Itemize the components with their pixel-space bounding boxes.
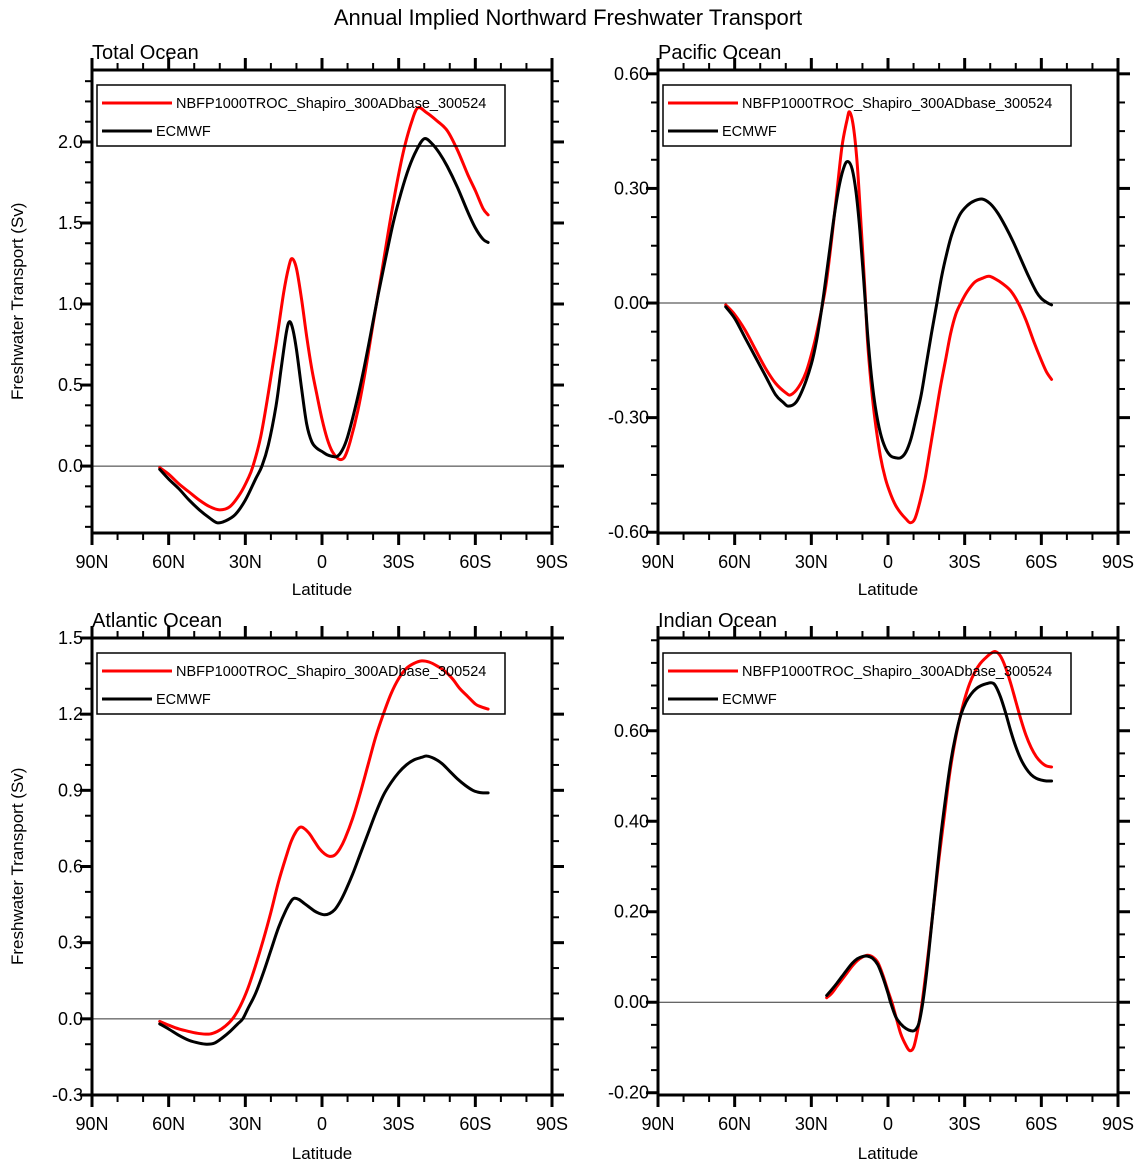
y-tick-label: 1.5 xyxy=(58,213,83,233)
y-tick-label: 0.6 xyxy=(58,857,83,877)
x-tick-label: 30N xyxy=(229,552,262,572)
y-axis-title-total: Freshwater Transport (Sv) xyxy=(8,202,27,401)
legend-entry-label: NBFP1000TROC_Shapiro_300ADbase_300524 xyxy=(176,96,486,112)
x-tick-label: 60S xyxy=(1025,552,1057,572)
y-tick-label: -0.3 xyxy=(52,1085,83,1105)
y-tick-label: 0.60 xyxy=(614,721,649,741)
figure-title: Annual Implied Northward Freshwater Tran… xyxy=(333,5,803,30)
panel-atlantic-ocean: 90N 60N 30N 0 30S 60S 90S -0.3 0.0 0.3 0.6 0.9 1.2 1.… xyxy=(52,626,568,1134)
x-tick-label: 90N xyxy=(641,1114,674,1134)
y-tick-label: 0.3 xyxy=(58,933,83,953)
x-tick-label: 90N xyxy=(75,1114,108,1134)
x-tick-label: 0 xyxy=(317,552,327,572)
series-line-model xyxy=(158,659,490,1036)
series-line-model xyxy=(158,106,490,512)
x-tick-label: 90S xyxy=(536,1114,568,1134)
x-tick-label: 60N xyxy=(152,552,185,572)
series-line-model xyxy=(724,110,1054,525)
legend-box xyxy=(96,84,506,147)
panel-title-total-ocean: Total Ocean xyxy=(92,42,199,64)
legend-entry-label: NBFP1000TROC_Shapiro_300ADbase_300524 xyxy=(742,664,1052,680)
y-tick-label: 0.30 xyxy=(614,178,649,198)
x-tick-label: 0 xyxy=(883,1114,893,1134)
x-tick-label: 60N xyxy=(718,1114,751,1134)
x-axis-title-indian: Latitude xyxy=(857,1144,919,1163)
x-tick-label: 90N xyxy=(641,552,674,572)
legend-entry-label: NBFP1000TROC_Shapiro_300ADbase_300524 xyxy=(742,96,1052,112)
legend: NBFP1000TROC_Shapiro_300ADbase_300524 ECM… xyxy=(96,84,506,147)
x-axis-title-pacific: Latitude xyxy=(857,580,919,599)
x-tick-label: 60S xyxy=(459,552,491,572)
y-tick-label: 1.0 xyxy=(58,294,83,314)
y-tick-label: 0.5 xyxy=(58,375,83,395)
y-tick-label: -0.20 xyxy=(608,1083,649,1103)
x-axis-title-atlantic: Latitude xyxy=(291,1144,353,1163)
panel-total-ocean: 90N 60N 30N 0 30S 60S 90S 0.0 0.5 1.0 1.5 2.0 NBFP10… xyxy=(58,58,568,572)
panel-indian-ocean: 90N 60N 30N 0 30S 60S 90S -0.20 0.00 0.20 0.40 0.60… xyxy=(608,626,1134,1134)
legend-entry-label: ECMWF xyxy=(156,692,211,708)
legend-entry-label: ECMWF xyxy=(722,124,777,140)
x-tick-label: 0 xyxy=(883,552,893,572)
x-tick-label: 30S xyxy=(383,552,415,572)
x-tick-label: 60S xyxy=(459,1114,491,1134)
panel-title-atlantic-ocean: Atlantic Ocean xyxy=(92,610,223,632)
x-tick-label: 30N xyxy=(795,552,828,572)
x-tick-label: 90S xyxy=(1102,1114,1134,1134)
legend: NBFP1000TROC_Shapiro_300ADbase_300524 ECM… xyxy=(662,652,1072,715)
x-tick-label: 30N xyxy=(229,1114,262,1134)
axis-ticks xyxy=(80,626,564,1107)
legend-entry-label: NBFP1000TROC_Shapiro_300ADbase_300524 xyxy=(176,664,486,680)
y-tick-label: 1.2 xyxy=(58,704,83,724)
y-tick-label: 0.9 xyxy=(58,780,83,800)
legend: NBFP1000TROC_Shapiro_300ADbase_300524 ECM… xyxy=(662,84,1072,147)
legend-box xyxy=(662,84,1072,147)
legend-entry-label: ECMWF xyxy=(722,692,777,708)
y-axis-title-atlantic: Freshwater Transport (Sv) xyxy=(8,767,27,966)
y-tick-label: 0.00 xyxy=(614,992,649,1012)
series-line-ecmwf xyxy=(724,159,1054,460)
axis-ticks xyxy=(646,626,1130,1107)
panel-title-indian-ocean: Indian Ocean xyxy=(658,610,777,632)
x-tick-label: 90N xyxy=(75,552,108,572)
x-tick-label: 30S xyxy=(383,1114,415,1134)
y-tick-label: 0.20 xyxy=(614,902,649,922)
x-tick-label: 90S xyxy=(536,552,568,572)
y-tick-label: 0.0 xyxy=(58,456,83,476)
y-tick-label: 0.40 xyxy=(614,811,649,831)
legend-box xyxy=(662,652,1072,715)
y-tick-label: 0.0 xyxy=(58,1009,83,1029)
x-tick-label: 90S xyxy=(1102,552,1134,572)
axis-ticks xyxy=(80,58,564,545)
x-tick-label: 30N xyxy=(795,1114,828,1134)
axis-ticks xyxy=(646,58,1130,545)
legend-entry-label: ECMWF xyxy=(156,124,211,140)
series-line-ecmwf xyxy=(158,137,490,525)
y-tick-label: 1.5 xyxy=(58,628,83,648)
x-tick-label: 30S xyxy=(949,552,981,572)
legend: NBFP1000TROC_Shapiro_300ADbase_300524 ECM… xyxy=(96,652,506,715)
panel-title-pacific-ocean: Pacific Ocean xyxy=(658,42,782,64)
x-tick-label: 60S xyxy=(1025,1114,1057,1134)
y-tick-label: -0.60 xyxy=(608,522,649,542)
panel-pacific-ocean: 90N 60N 30N 0 30S 60S 90S -0.60 -0.30 0.00 0.30 0.6… xyxy=(608,58,1134,572)
series-line-ecmwf xyxy=(158,754,490,1046)
y-tick-label: 0.00 xyxy=(614,293,649,313)
x-axis-title-total: Latitude xyxy=(291,580,353,599)
x-tick-label: 30S xyxy=(949,1114,981,1134)
legend-box xyxy=(96,652,506,715)
x-tick-label: 0 xyxy=(317,1114,327,1134)
x-tick-label: 60N xyxy=(718,552,751,572)
series-line-ecmwf xyxy=(825,681,1054,1033)
y-tick-label: 2.0 xyxy=(58,132,83,152)
y-tick-label: -0.30 xyxy=(608,408,649,428)
y-tick-label: 0.60 xyxy=(614,64,649,84)
x-tick-label: 60N xyxy=(152,1114,185,1134)
